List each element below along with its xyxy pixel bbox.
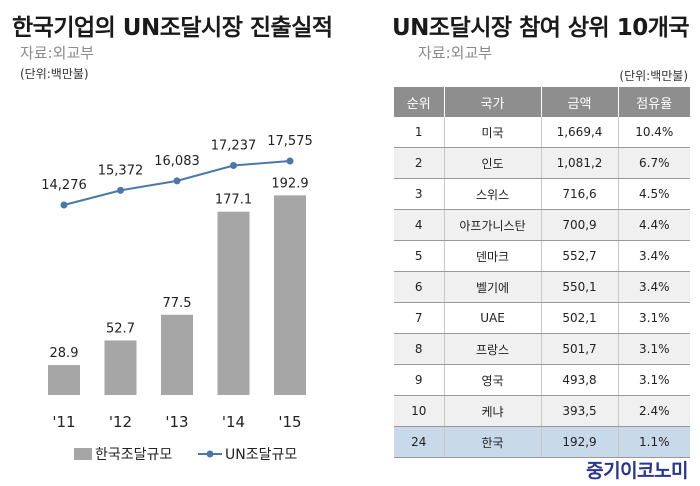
top10-country-table: 순위 국가 금액 점유율 1 미국 1,669,4 10.4% 2 인도 1,081,2 6.…	[394, 87, 690, 458]
right-source-label: 자료:외교부	[418, 44, 493, 62]
cell-rank: 10	[394, 395, 445, 427]
cell-share: 4.5%	[618, 178, 690, 210]
cell-amount: 502,1	[541, 302, 619, 334]
cell-rank: 1	[394, 117, 445, 148]
cell-amount: 1,081,2	[541, 147, 619, 179]
table-row: 24 한국 192,9 1.1%	[394, 426, 690, 458]
table-row: 5 덴마크 552,7 3.4%	[394, 240, 690, 272]
line-value-label: 17,237	[211, 139, 257, 154]
column-header-country: 국가	[444, 87, 542, 117]
column-header-amount: 금액	[541, 87, 619, 117]
x-tick-label: '14	[222, 413, 245, 431]
legend-line-marker	[206, 450, 214, 458]
cell-share: 10.4%	[618, 117, 690, 148]
cell-rank: 6	[394, 271, 445, 303]
line-value-label: 14,276	[41, 178, 87, 193]
x-tick-label: '12	[109, 413, 132, 431]
cell-rank: 7	[394, 302, 445, 334]
line-point-0	[60, 201, 68, 209]
cell-rank: 4	[394, 209, 445, 241]
cell-rank: 2	[394, 147, 445, 179]
legend-bar-label: 한국조달규모	[95, 447, 172, 463]
cell-share: 3.1%	[618, 364, 690, 396]
cell-rank: 9	[394, 364, 445, 396]
cell-country: 스위스	[444, 178, 542, 210]
left-chart-title: 한국기업의 UN조달시장 진출실적	[12, 15, 333, 41]
bar-value-label: 177.1	[215, 193, 252, 208]
cell-amount: 1,669,4	[541, 117, 619, 148]
cell-amount: 501,7	[541, 333, 619, 365]
cell-rank: 3	[394, 178, 445, 210]
column-header-rank: 순위	[394, 87, 445, 117]
table-row: 8 프랑스 501,7 3.1%	[394, 333, 690, 365]
line-value-label: 17,575	[267, 134, 313, 149]
legend-line-label: UN조달규모	[225, 447, 297, 463]
cell-share: 3.1%	[618, 333, 690, 365]
cell-share: 4.4%	[618, 209, 690, 241]
line-value-label: 16,083	[154, 154, 200, 169]
cell-amount: 192,9	[541, 426, 619, 458]
cell-country: 인도	[444, 147, 542, 179]
table-row: 6 벨기에 550,1 3.4%	[394, 271, 690, 303]
cell-country: 케냐	[444, 395, 542, 427]
right-unit-label: (단위:백만불)	[619, 69, 688, 83]
table-header-row: 순위 국가 금액 점유율	[394, 87, 690, 117]
cell-share: 3.4%	[618, 271, 690, 303]
line-point-3	[230, 162, 237, 170]
bar-0	[48, 365, 80, 395]
cell-country: UAE	[444, 302, 542, 334]
table-row: 7 UAE 502,1 3.1%	[394, 302, 690, 334]
cell-amount: 700,9	[541, 209, 619, 241]
table-row: 1 미국 1,669,4 10.4%	[394, 117, 690, 148]
bar-3	[217, 211, 250, 395]
cell-share: 3.4%	[618, 240, 690, 272]
left-source-label: 자료:외교부	[20, 44, 95, 62]
bar-value-label: 77.5	[163, 296, 192, 311]
bar-value-label: 192.9	[271, 176, 308, 191]
cell-amount: 550,1	[541, 271, 619, 303]
cell-share: 3.1%	[618, 302, 690, 334]
right-table-title: UN조달시장 참여 상위 10개국	[392, 15, 690, 41]
bar-4	[274, 195, 306, 395]
table-row: 10 케냐 393,5 2.4%	[394, 395, 690, 427]
bar-2	[161, 314, 193, 395]
line-point-2	[173, 177, 181, 185]
cell-country: 미국	[444, 117, 542, 148]
line-point-1	[117, 186, 124, 194]
bar-value-label: 52.7	[106, 321, 135, 336]
line-value-label: 15,372	[98, 163, 144, 178]
cell-amount: 716,6	[541, 178, 619, 210]
table-row: 4 아프가니스탄 700,9 4.4%	[394, 209, 690, 241]
cell-rank: 24	[394, 426, 445, 458]
cell-country: 프랑스	[444, 333, 542, 365]
cell-country: 벨기에	[444, 271, 542, 303]
table-row: 3 스위스 716,6 4.5%	[394, 178, 690, 210]
cell-country: 아프가니스탄	[444, 209, 542, 241]
cell-rank: 5	[394, 240, 445, 272]
column-header-share: 점유율	[618, 87, 690, 117]
cell-country: 한국	[444, 426, 542, 458]
cell-amount: 493,8	[541, 364, 619, 396]
x-tick-label: '13	[165, 413, 188, 431]
cell-country: 영국	[444, 364, 542, 396]
brand-logo-text: 중기이코노미	[586, 460, 688, 482]
x-tick-label: '15	[278, 413, 301, 431]
cell-share: 1.1%	[618, 426, 690, 458]
cell-rank: 8	[394, 333, 445, 365]
cell-country: 덴마크	[444, 240, 542, 272]
cell-share: 2.4%	[618, 395, 690, 427]
procurement-chart: 28.9 '11 52.7 '12 77.5 '13 177.1 '14 192.9 '15 14,…	[41, 134, 313, 463]
table-row: 9 영국 493,8 3.1%	[394, 364, 690, 396]
left-unit-label: (단위:백만불)	[20, 67, 89, 81]
cell-amount: 393,5	[541, 395, 619, 427]
bar-1	[104, 340, 137, 395]
cell-amount: 552,7	[541, 240, 619, 272]
legend-bar-swatch	[74, 448, 92, 460]
cell-share: 6.7%	[618, 147, 690, 179]
table-row: 2 인도 1,081,2 6.7%	[394, 147, 690, 179]
line-point-4	[286, 157, 294, 165]
x-tick-label: '11	[52, 413, 75, 431]
bar-value-label: 28.9	[50, 346, 79, 361]
